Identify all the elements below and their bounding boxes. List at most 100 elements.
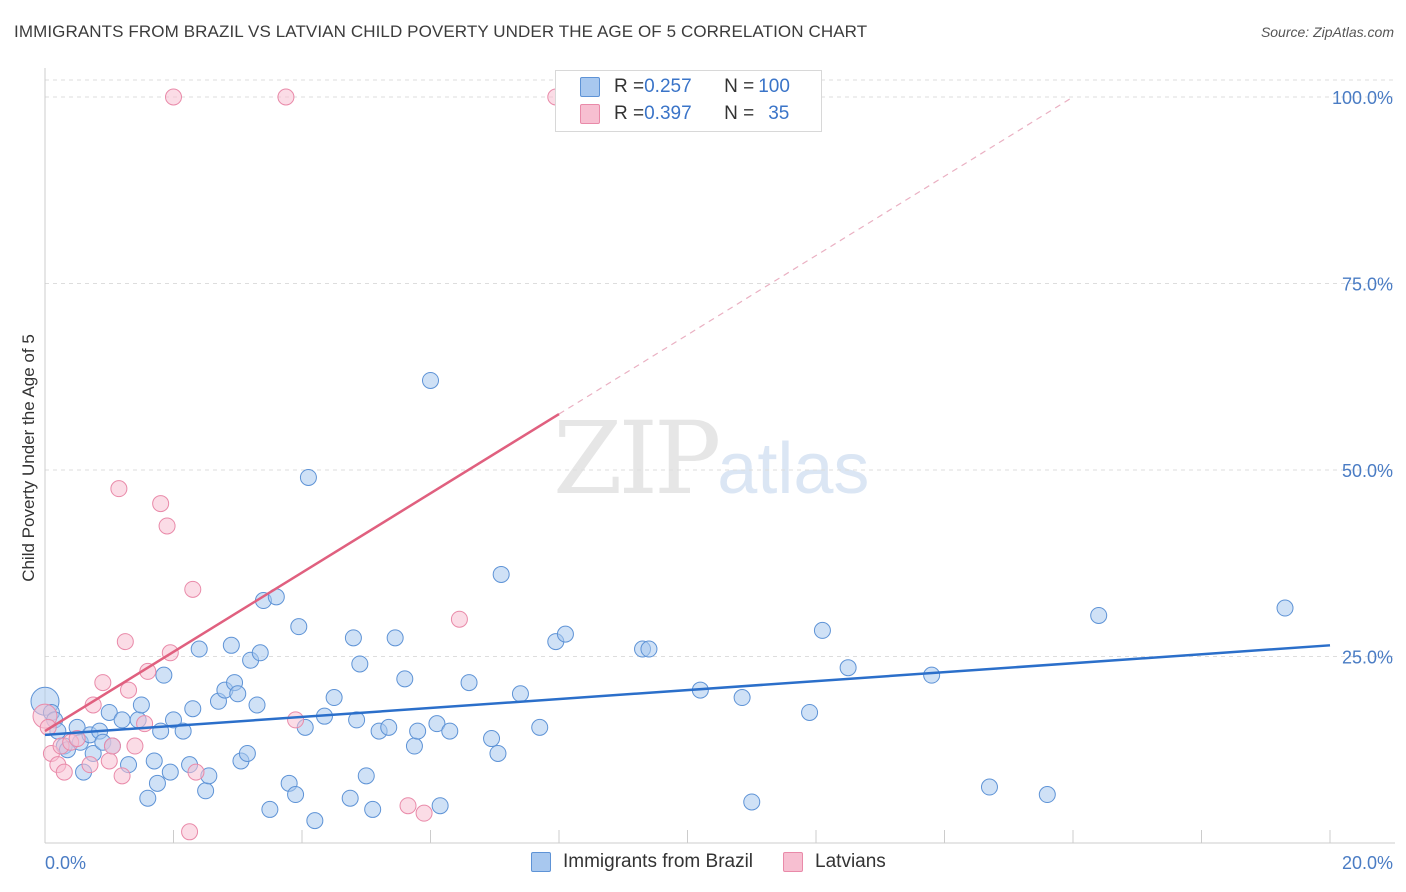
brazil-point [357,767,375,785]
r-label: R = [614,76,645,97]
axes [44,68,1395,844]
source-label: Source: ZipAtlas.com [1260,24,1394,40]
brazil-point [923,666,941,684]
brazil-point [197,782,215,800]
brazil-point [1090,606,1108,624]
brazil-point [290,618,308,636]
watermark-atlas: atlas [717,429,870,509]
latvians-point [187,763,205,781]
r-value: 0.257 [644,76,692,97]
latvians-point [415,804,433,822]
brazil-point [733,689,751,707]
brazil-point [299,468,317,486]
series-legend: Immigrants from Brazil Latvians [531,851,886,873]
watermark: ZIPatlas [553,400,869,517]
r-label: R = [614,103,645,124]
latvians-point [110,480,128,498]
n-value: 100 [758,76,790,97]
latvians-point [126,737,144,755]
latvians-legend-label: Latvians [815,851,886,872]
brazil-point [489,744,507,762]
brazil-legend-swatch [531,852,551,872]
brazil-point [511,685,529,703]
latvians-point [103,737,121,755]
brazil-point [184,700,202,718]
n-label: N = [724,103,755,124]
brazil-point [113,711,131,729]
data-points [30,88,1294,841]
brazil-point [100,703,118,721]
brazil-point [813,621,831,639]
latvians-point [81,756,99,774]
brazil-point [422,371,439,389]
brazil-point [364,800,382,818]
x-tick-label: 20.0% [1342,853,1393,873]
brazil-point [460,674,478,692]
brazil-point [801,703,819,721]
brazil-point [743,793,761,811]
brazil-trend-line [44,644,1331,737]
brazil-point [248,696,266,714]
latvians-point [450,610,468,628]
brazil-point [145,752,163,770]
brazil-point [238,744,256,762]
brazil-point [431,797,449,815]
brazil-point [1276,599,1294,617]
latvians-point [94,674,112,692]
brazil-point [148,774,166,792]
latvians-point [277,88,295,106]
brazil-point [222,636,240,654]
brazil-point [190,640,208,658]
brazil-point [161,763,179,781]
latvians-trend-line [44,412,560,733]
brazil-point [139,789,157,807]
brazil-point [287,786,305,804]
brazil-point [980,778,998,796]
latvians-point [113,767,131,785]
latvians-point [158,517,176,535]
n-value: 35 [768,103,790,124]
latvians-point [100,752,118,770]
watermark-zip: ZIP [553,400,721,517]
brazil-point [174,722,192,740]
axis-labels: 100.0% 75.0% 50.0% 25.0% 0.0% 20.0% Child Pove… [19,88,1393,873]
r-value: 0.397 [644,103,692,124]
brazil-point [306,812,324,830]
latvians-point [116,633,134,651]
latvians-trend-extension [558,96,1074,415]
brazil-point [409,722,427,740]
brazil-point [229,685,247,703]
latvians-point [68,730,86,748]
brazil-point [556,625,574,643]
brazil-point [428,715,446,733]
brazil-point [441,722,459,740]
latvians-point [184,580,202,598]
brazil-point [531,718,549,736]
brazil-point [483,730,501,748]
y-tick-label: 50.0% [1342,461,1393,481]
latvians-point [399,797,417,815]
brazil-point [344,629,362,647]
latvians-point [287,711,305,729]
latvians-swatch [580,104,600,124]
brazil-point [405,737,423,755]
latvians-point [165,88,182,106]
brazil-point [132,696,150,714]
brazil-point [1038,786,1056,804]
brazil-point [380,718,398,736]
n-label: N = [724,76,755,97]
latvians-legend-swatch [783,852,804,872]
brazil-point [839,659,857,677]
brazil-swatch [580,77,600,97]
trend-lines [44,96,1331,737]
x-tick-label: 0.0% [45,853,86,873]
chart-title: IMMIGRANTS FROM BRAZIL VS LATVIAN CHILD … [14,22,868,41]
brazil-point [341,789,359,807]
brazil-point [251,644,269,662]
brazil-point [165,711,182,729]
y-tick-label: 100.0% [1332,88,1393,108]
latvians-point [55,763,73,781]
brazil-point [386,629,404,647]
y-tick-label: 25.0% [1342,648,1393,668]
latvians-point [152,495,170,513]
